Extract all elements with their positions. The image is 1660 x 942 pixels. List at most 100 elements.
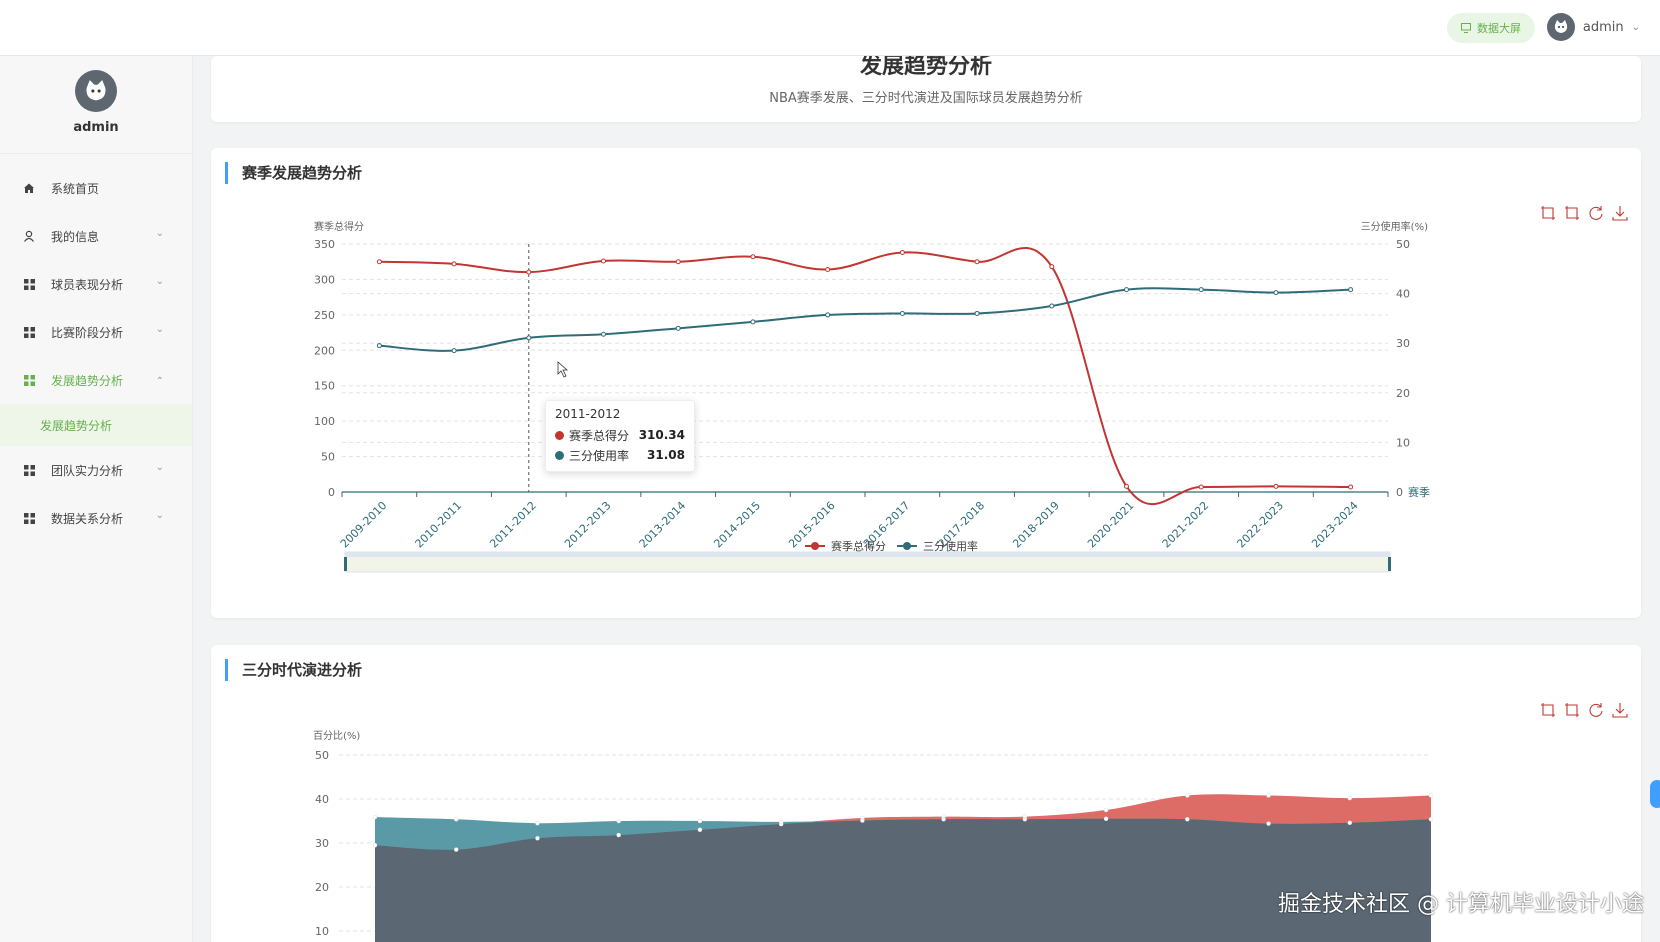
sidebar-item-label: 我的信息 bbox=[51, 229, 100, 244]
x-tick-label: 2009-2010 bbox=[338, 499, 390, 551]
data-point bbox=[974, 259, 980, 265]
x-tick-label: 2014-2015 bbox=[711, 499, 763, 551]
three-point-era-chart[interactable]: 50 40 30 20 10 百分比(%) bbox=[211, 645, 1641, 942]
data-point bbox=[535, 820, 540, 826]
data-point bbox=[451, 348, 457, 354]
data-point bbox=[453, 847, 459, 852]
x-tick-label: 2021-2022 bbox=[1160, 499, 1212, 551]
restore-icon[interactable] bbox=[1587, 204, 1605, 222]
sidebar-item-trend[interactable]: 发展趋势分析 ⌃ bbox=[0, 356, 192, 404]
x-tick-label: 2012-2013 bbox=[562, 499, 614, 551]
y-tick-label-left: 150 bbox=[314, 380, 335, 393]
data-point bbox=[451, 261, 457, 267]
home-icon bbox=[22, 181, 36, 195]
data-point bbox=[616, 818, 621, 824]
sidebar: admin 系统首页 我的信息 ⌄ 球员表现分析 ⌄ 比赛阶段分析 ⌄ 发展趋势… bbox=[0, 56, 193, 942]
x-axis-label: 赛季 bbox=[1408, 485, 1430, 499]
profile-name: admin bbox=[73, 120, 119, 135]
data-screen-button[interactable]: 数据大屏 bbox=[1447, 13, 1535, 43]
chart-toolbox bbox=[1539, 701, 1629, 719]
cat-avatar-icon bbox=[86, 80, 106, 101]
sidebar-item-home[interactable]: 系统首页 bbox=[0, 164, 192, 212]
mouse-cursor-icon bbox=[557, 361, 569, 378]
legend-marker bbox=[903, 542, 911, 550]
profile: admin bbox=[0, 56, 192, 154]
three-point-era-card: 三分时代演进分析 50 40 30 20 10 百分比(%) bbox=[211, 645, 1641, 942]
sidebar-item-my-info[interactable]: 我的信息 ⌄ bbox=[0, 212, 192, 260]
zoom-reset-icon[interactable] bbox=[1563, 204, 1581, 222]
top-header: 数据大屏 admin ⌄ bbox=[0, 0, 1660, 56]
data-point bbox=[601, 258, 606, 264]
chevron-up-icon: ⌃ bbox=[155, 376, 164, 387]
data-point bbox=[941, 816, 946, 822]
data-point bbox=[376, 259, 382, 265]
sidebar-item-label: 发展趋势分析 bbox=[51, 373, 124, 388]
tooltip-marker bbox=[555, 450, 564, 460]
season-trend-card: 赛季发展趋势分析 350 300 250 200 150 100 50 0 50 40 30 20 10… bbox=[211, 148, 1641, 618]
data-point bbox=[1428, 793, 1434, 798]
download-icon[interactable] bbox=[1611, 204, 1629, 222]
zoom-icon[interactable] bbox=[1539, 701, 1557, 719]
data-point bbox=[899, 310, 905, 316]
data-screen-label: 数据大屏 bbox=[1477, 22, 1521, 35]
data-point bbox=[1185, 793, 1190, 798]
data-point bbox=[372, 842, 378, 848]
data-point bbox=[825, 312, 831, 318]
series-line bbox=[379, 287, 1351, 352]
restore-icon[interactable] bbox=[1587, 701, 1605, 719]
x-tick-label: 2020-2021 bbox=[1085, 499, 1137, 551]
data-point bbox=[1124, 287, 1129, 293]
data-point bbox=[1103, 816, 1109, 822]
sidebar-item-label: 比赛阶段分析 bbox=[51, 325, 124, 340]
y-tick-label: 40 bbox=[315, 793, 329, 806]
data-point bbox=[675, 325, 681, 331]
x-tick-label: 2022-2023 bbox=[1234, 499, 1286, 551]
y-tick-label: 10 bbox=[315, 925, 329, 938]
zoom-reset-icon[interactable] bbox=[1563, 701, 1581, 719]
chevron-down-icon: ⌄ bbox=[155, 510, 164, 521]
sidebar-item-data-relation[interactable]: 数据关系分析 ⌄ bbox=[0, 494, 192, 542]
sidebar-item-label: 数据关系分析 bbox=[51, 511, 124, 526]
data-point bbox=[372, 814, 378, 820]
data-point bbox=[1049, 264, 1055, 270]
legend-marker bbox=[811, 542, 819, 550]
download-icon[interactable] bbox=[1611, 701, 1629, 719]
page-subtitle: NBA赛季发展、三分时代演进及国际球员发展趋势分析 bbox=[769, 91, 1083, 106]
sidebar-item-team-strength[interactable]: 团队实力分析 ⌄ bbox=[0, 446, 192, 494]
data-point bbox=[526, 269, 532, 275]
data-point bbox=[778, 819, 784, 825]
sidebar-item-player-performance[interactable]: 球员表现分析 ⌄ bbox=[0, 260, 192, 308]
data-point bbox=[1022, 816, 1028, 822]
data-point bbox=[601, 331, 606, 337]
section-title: 三分时代演进分析 bbox=[225, 659, 362, 681]
data-point bbox=[1266, 821, 1271, 826]
user-menu[interactable]: admin ⌄ bbox=[1546, 13, 1640, 41]
grid-icon bbox=[22, 277, 36, 291]
user-icon bbox=[22, 229, 36, 243]
data-point bbox=[899, 250, 905, 256]
data-point bbox=[1348, 484, 1354, 490]
data-point bbox=[376, 343, 382, 349]
sidebar-item-label: 球员表现分析 bbox=[51, 277, 124, 292]
legend-label: 三分使用率 bbox=[923, 539, 978, 553]
y-tick-label: 50 bbox=[315, 749, 329, 762]
avatar[interactable] bbox=[75, 70, 117, 112]
y-tick-label-right: 40 bbox=[1396, 288, 1410, 301]
y-tick-label-right: 10 bbox=[1396, 436, 1410, 449]
data-point bbox=[1103, 807, 1109, 813]
chevron-down-icon: ⌄ bbox=[155, 324, 164, 335]
floating-scroll-handle[interactable] bbox=[1650, 780, 1660, 808]
sidebar-subitem-trend[interactable]: 发展趋势分析 bbox=[0, 404, 192, 446]
sidebar-subitem-label: 发展趋势分析 bbox=[40, 418, 113, 433]
y-tick-label-left: 350 bbox=[314, 238, 335, 251]
tooltip-label: 三分使用率 bbox=[569, 448, 630, 463]
data-point bbox=[616, 832, 621, 838]
grid-icon bbox=[22, 511, 36, 525]
y-tick-label-left: 0 bbox=[328, 486, 335, 499]
data-point bbox=[750, 319, 756, 325]
data-point bbox=[974, 310, 980, 316]
data-point bbox=[675, 259, 681, 265]
zoom-icon[interactable] bbox=[1539, 204, 1557, 222]
sidebar-item-game-stage[interactable]: 比赛阶段分析 ⌄ bbox=[0, 308, 192, 356]
